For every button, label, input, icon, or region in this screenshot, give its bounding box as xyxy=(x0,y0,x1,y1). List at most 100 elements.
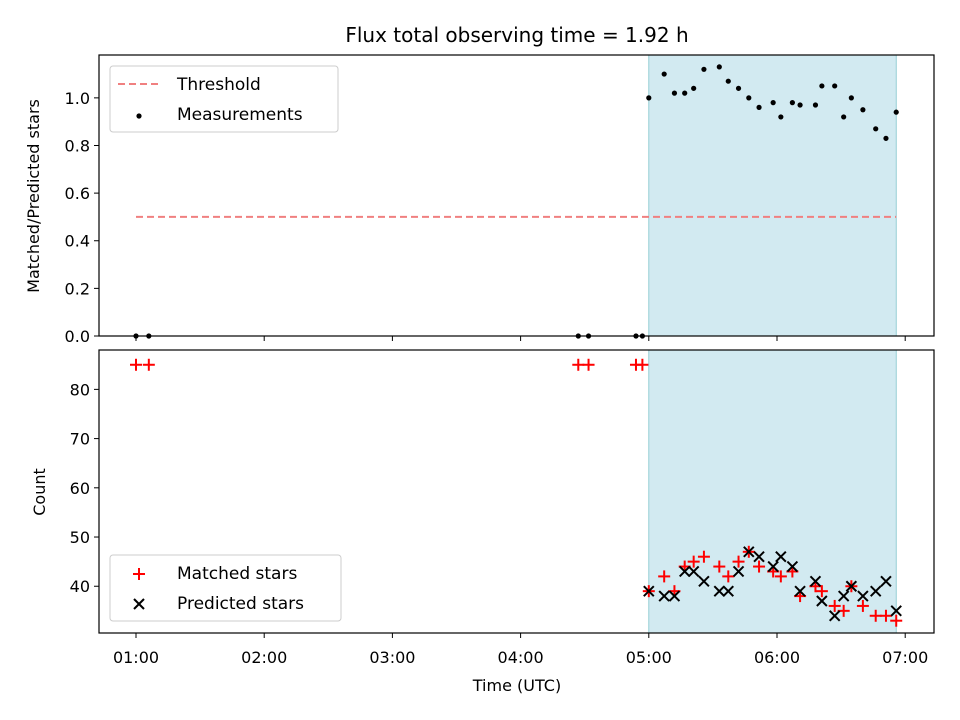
y-tick-label: 1.0 xyxy=(65,89,90,108)
matched-star-point xyxy=(815,585,828,598)
bottom-panel-frame xyxy=(98,349,935,634)
predicted-star-point xyxy=(643,585,655,597)
measurement-point xyxy=(671,90,678,96)
matched-star-point xyxy=(890,614,903,627)
predicted-star-point xyxy=(775,551,787,563)
matched-legend-label: Matched stars xyxy=(177,564,297,584)
measurements-legend-label: Measurements xyxy=(177,105,303,125)
measurement-point xyxy=(841,114,847,120)
y-tick-label: 0.2 xyxy=(65,279,90,298)
predicted-star-point xyxy=(880,575,892,588)
matched-star-point xyxy=(753,560,766,573)
predicted-star-point xyxy=(837,590,850,602)
matched-star-point xyxy=(687,555,700,568)
predicted-star-point xyxy=(668,590,681,602)
measurement-point xyxy=(797,102,803,108)
measurement-point xyxy=(735,85,742,91)
predicted-star-point xyxy=(857,590,869,602)
y-tick-label: 40 xyxy=(70,577,90,596)
measurement-point xyxy=(819,83,825,89)
matched-star-point xyxy=(636,358,649,371)
matched-star-point xyxy=(828,599,841,612)
predicted-star-point xyxy=(658,590,670,602)
measurement-point xyxy=(725,78,731,84)
top-legend-box xyxy=(109,65,339,133)
y-tick-label: 0.8 xyxy=(65,136,90,155)
predicted-star-point xyxy=(890,605,902,617)
measurement-point xyxy=(789,100,795,106)
observing-span-shade xyxy=(648,349,897,634)
measurement-point xyxy=(691,85,697,91)
measurement-point xyxy=(716,64,722,70)
measurement-point xyxy=(682,90,688,96)
matched-star-point xyxy=(582,358,595,371)
measurement-point xyxy=(873,126,879,132)
measurement-point xyxy=(832,83,838,89)
predicted-star-point xyxy=(767,560,779,573)
threshold-legend-label: Threshold xyxy=(176,75,261,95)
measurement-point xyxy=(661,71,667,77)
x-tick-label: 07:00 xyxy=(882,648,928,667)
measurement-point xyxy=(701,66,707,72)
predicted-star-point xyxy=(870,585,882,597)
y-tick-label: 50 xyxy=(70,528,90,547)
y-tick-label: 60 xyxy=(70,479,90,498)
predicted-star-point xyxy=(722,585,734,597)
predicted-star-point xyxy=(687,565,700,578)
y-tick-label: 80 xyxy=(70,380,90,399)
matched-star-point xyxy=(713,560,726,573)
x-tick-label: 01:00 xyxy=(113,648,159,667)
predicted-star-point xyxy=(698,575,710,588)
bottom-legend-box xyxy=(109,554,342,622)
predicted-star-point xyxy=(809,575,822,588)
predicted-legend-swatch xyxy=(133,598,145,610)
y-tick-label: 0.4 xyxy=(65,232,90,251)
top-legend: Threshold Measurements xyxy=(109,65,339,133)
top-panel-frame xyxy=(98,54,935,337)
matched-legend-swatch xyxy=(133,568,145,580)
x-tick-label: 02:00 xyxy=(241,648,287,667)
predicted-star-point xyxy=(678,565,691,578)
measurement-point xyxy=(893,109,899,115)
bottom-panel-ylabel: Count xyxy=(30,468,49,516)
chart-title: Flux total observing time = 1.92 h xyxy=(345,23,688,47)
x-axis-label: Time (UTC) xyxy=(472,676,561,695)
predicted-star-point xyxy=(816,595,828,607)
matched-star-point xyxy=(879,609,892,622)
matched-star-point xyxy=(722,570,735,583)
top-panel: 0.0 0.2 0.4 0.6 0.8 1.0 Matched/Predicted sta… xyxy=(24,54,935,346)
x-tick-label: 05:00 xyxy=(626,648,672,667)
matched-star-point xyxy=(130,358,142,371)
predicted-star-point xyxy=(732,565,745,578)
observing-span-shade xyxy=(648,54,897,337)
predicted-star-point xyxy=(753,551,765,563)
matched-star-point xyxy=(732,555,745,568)
x-tick-label: 03:00 xyxy=(369,648,415,667)
matched-star-point xyxy=(697,550,710,563)
y-tick-label: 0.0 xyxy=(65,327,90,346)
measurement-point xyxy=(778,114,784,120)
top-panel-ylabel: Matched/Predicted stars xyxy=(24,99,43,293)
matched-star-point xyxy=(869,609,882,622)
predicted-star-point xyxy=(786,560,799,573)
measurements-legend-swatch xyxy=(136,113,142,119)
x-tick-label: 06:00 xyxy=(754,648,800,667)
measurement-point xyxy=(770,100,776,106)
matched-star-point xyxy=(142,358,155,371)
measurement-point xyxy=(812,102,819,108)
matched-star-point xyxy=(572,358,585,371)
measurement-point xyxy=(756,104,762,110)
predicted-star-point xyxy=(828,610,841,622)
bottom-legend: Matched stars Predicted stars xyxy=(109,554,342,622)
y-tick-label: 0.6 xyxy=(65,184,90,203)
measurement-point xyxy=(848,95,854,101)
predicted-star-point xyxy=(845,580,858,592)
bottom-panel: 40 50 60 70 80 01:00 02:00 03:00 04:00 05:00 06:0… xyxy=(30,349,935,695)
y-tick-label: 70 xyxy=(70,430,90,449)
matched-star-point xyxy=(774,570,787,583)
predicted-star-point xyxy=(713,585,726,597)
predicted-star-point xyxy=(743,546,755,558)
measurement-point xyxy=(646,95,652,101)
predicted-legend-label: Predicted stars xyxy=(177,594,304,614)
